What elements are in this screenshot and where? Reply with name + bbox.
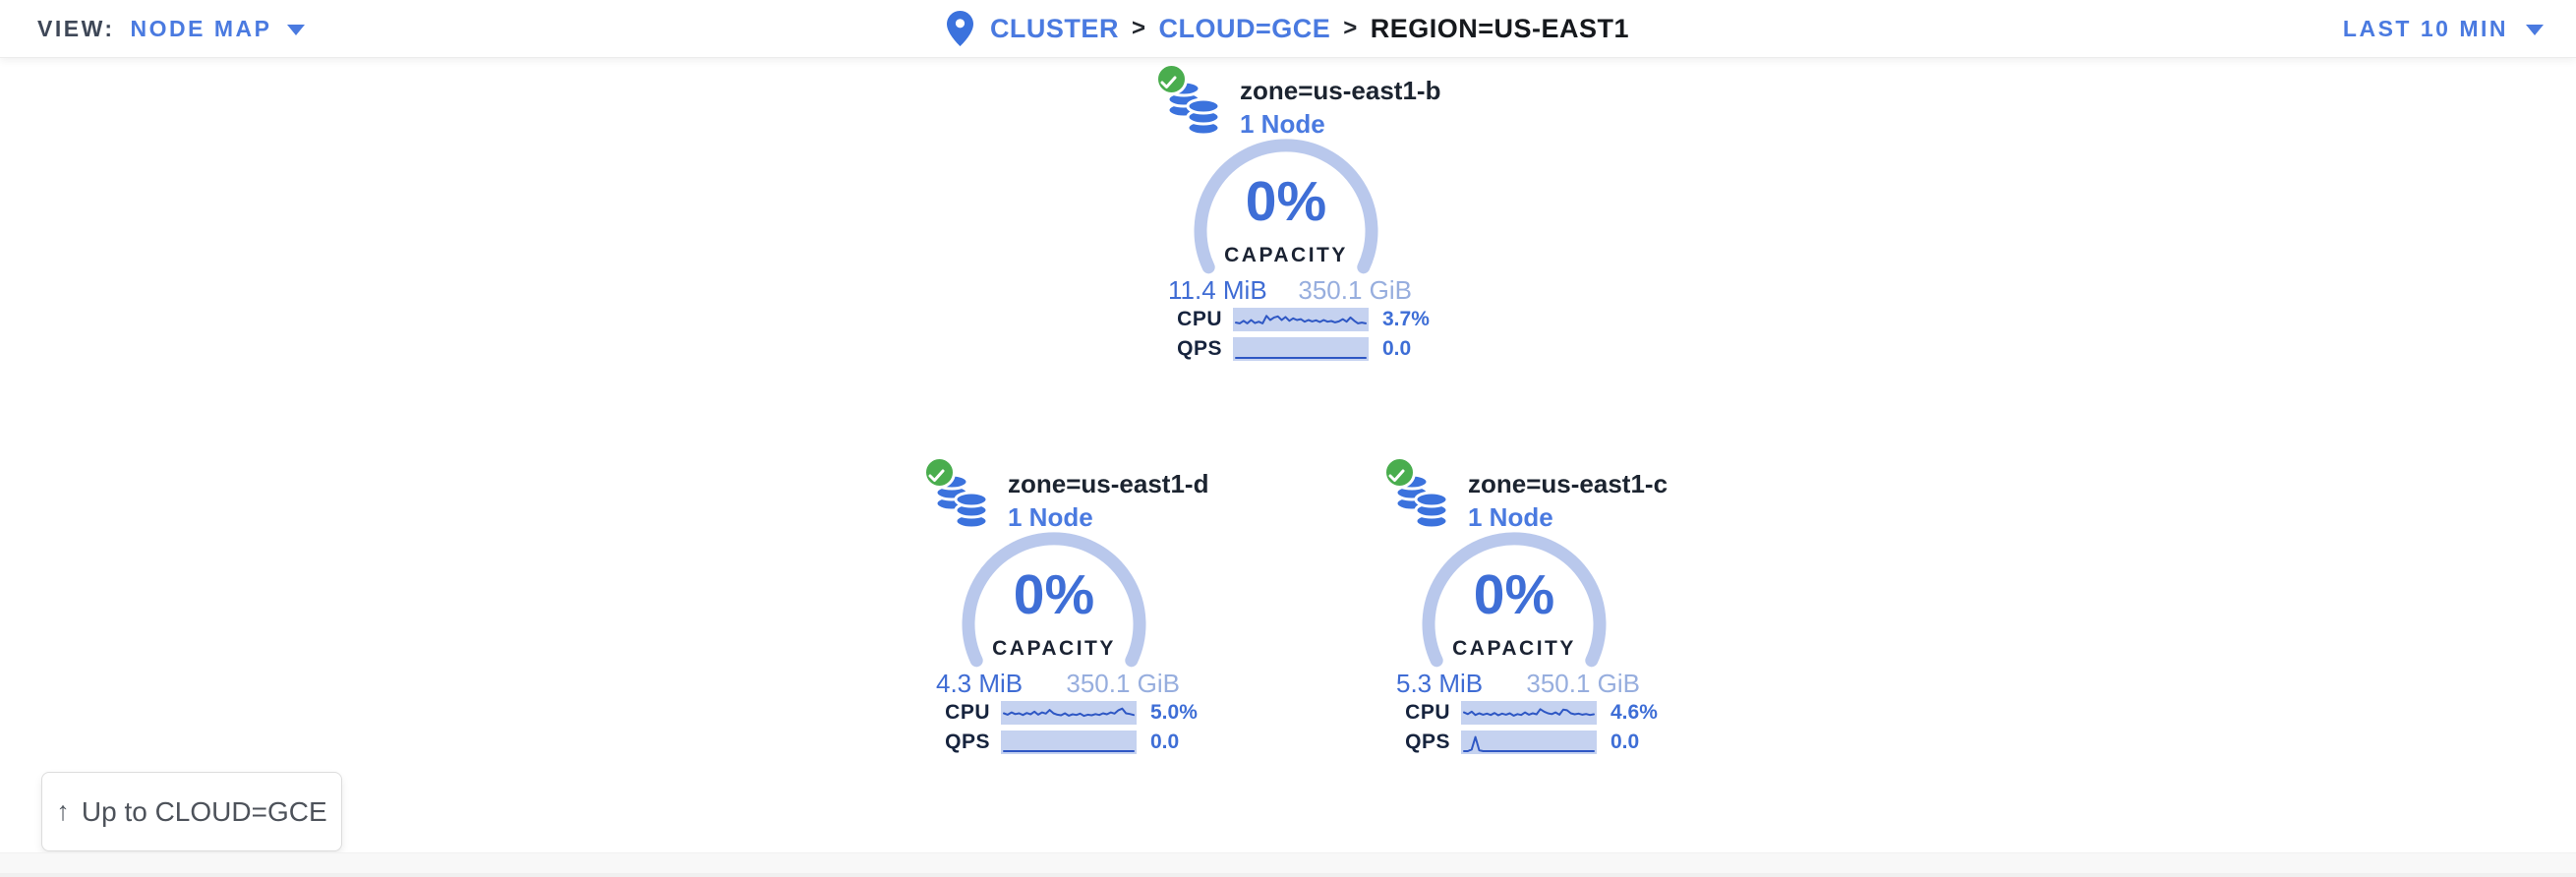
healthy-check-icon (1155, 63, 1188, 95)
zone-node-count: 1 Node (1468, 502, 1553, 532)
top-bar: VIEW: NODE MAP CLUSTER > CLOUD=GCE > REG… (0, 0, 2576, 57)
cpu-value: 3.7% (1382, 308, 1430, 330)
zone-databases-icon (1155, 63, 1226, 142)
capacity-label: CAPACITY (1224, 244, 1348, 266)
cpu-metric-row: CPU 5.0% (892, 700, 1216, 726)
qps-label: QPS (945, 731, 990, 753)
capacity-label: CAPACITY (1452, 637, 1576, 660)
zone-titles: zone=us-east1-d 1 Node (1008, 460, 1208, 535)
view-dropdown[interactable]: VIEW: NODE MAP (37, 0, 306, 57)
chevron-down-icon (287, 25, 306, 35)
zone-databases-icon (1383, 456, 1454, 535)
cpu-metric-row: CPU 4.6% (1352, 700, 1676, 726)
zone-card-us-east1-d[interactable]: zone=us-east1-d 1 Node 0% CAPACITY 4.3 M… (892, 456, 1216, 763)
cpu-metric-row: CPU 3.7% (1124, 307, 1448, 332)
map-edge-strip (0, 852, 2576, 877)
cpu-label: CPU (1177, 308, 1222, 330)
qps-value: 0.0 (1150, 731, 1180, 753)
qps-sparkline (1461, 731, 1597, 754)
capacity-range: 11.4 MiB 350.1 GiB (1168, 275, 1412, 306)
breadcrumb-cloud-link[interactable]: CLOUD=GCE (1158, 13, 1331, 43)
qps-metric-row: QPS 0.0 (1352, 730, 1676, 755)
qps-sparkline (1001, 731, 1137, 754)
capacity-total: 350.1 GiB (1066, 669, 1180, 698)
zone-card-us-east1-c[interactable]: zone=us-east1-c 1 Node 0% CAPACITY 5.3 M… (1352, 456, 1676, 763)
zone-node-count: 1 Node (1008, 502, 1093, 532)
view-label: VIEW: (37, 15, 115, 41)
breadcrumb: CLUSTER > CLOUD=GCE > REGION=US-EAST1 (0, 0, 2576, 57)
map-edge-line (0, 873, 2576, 877)
capacity-gauge: 0% CAPACITY (1188, 136, 1384, 283)
location-pin-icon (946, 11, 973, 46)
cpu-value: 5.0% (1150, 701, 1198, 724)
capacity-label: CAPACITY (992, 637, 1116, 660)
cpu-value: 4.6% (1610, 701, 1658, 724)
cpu-sparkline (1461, 701, 1597, 725)
up-to-cloud-button[interactable]: ↑ Up to CLOUD=GCE (41, 772, 342, 851)
cpu-label: CPU (945, 701, 990, 724)
capacity-gauge: 0% CAPACITY (956, 529, 1152, 676)
breadcrumb-separator: > (1343, 15, 1358, 41)
capacity-used: 5.3 MiB (1396, 669, 1484, 698)
capacity-percent: 0% (1245, 170, 1327, 233)
qps-sparkline (1233, 337, 1369, 361)
capacity-percent: 0% (1473, 563, 1555, 626)
zone-header: zone=us-east1-c 1 Node (1383, 456, 1668, 535)
view-value: NODE MAP (130, 15, 272, 41)
zone-titles: zone=us-east1-b 1 Node (1240, 67, 1440, 142)
healthy-check-icon (923, 456, 956, 489)
cpu-sparkline (1233, 308, 1369, 331)
cpu-label: CPU (1405, 701, 1450, 724)
capacity-total: 350.1 GiB (1298, 275, 1412, 305)
capacity-range: 4.3 MiB 350.1 GiB (936, 669, 1180, 699)
time-range-value: LAST 10 MIN (2342, 15, 2508, 41)
zone-node-count: 1 Node (1240, 109, 1325, 139)
capacity-range: 5.3 MiB 350.1 GiB (1396, 669, 1640, 699)
capacity-gauge: 0% CAPACITY (1416, 529, 1612, 676)
time-range-dropdown[interactable]: LAST 10 MIN (2343, 0, 2544, 57)
zone-titles: zone=us-east1-c 1 Node (1468, 460, 1668, 535)
qps-label: QPS (1405, 731, 1450, 753)
zone-header: zone=us-east1-d 1 Node (923, 456, 1208, 535)
zone-card-us-east1-b[interactable]: zone=us-east1-b 1 Node 0% CAPACITY 11.4 … (1124, 63, 1448, 370)
arrow-up-icon: ↑ (56, 796, 70, 826)
chevron-down-icon (2526, 25, 2544, 35)
capacity-used: 11.4 MiB (1168, 275, 1267, 305)
breadcrumb-cluster-link[interactable]: CLUSTER (989, 13, 1119, 43)
qps-value: 0.0 (1382, 337, 1412, 360)
qps-label: QPS (1177, 337, 1222, 360)
up-button-label: Up to CLOUD=GCE (81, 795, 327, 827)
zone-databases-icon (923, 456, 994, 535)
qps-value: 0.0 (1610, 731, 1640, 753)
cpu-sparkline (1001, 701, 1137, 725)
zone-name: zone=us-east1-d (1008, 469, 1209, 498)
qps-metric-row: QPS 0.0 (892, 730, 1216, 755)
capacity-percent: 0% (1013, 563, 1095, 626)
healthy-check-icon (1383, 456, 1416, 489)
capacity-used: 4.3 MiB (936, 669, 1024, 698)
zone-header: zone=us-east1-b 1 Node (1155, 63, 1440, 142)
zone-name: zone=us-east1-c (1468, 469, 1669, 498)
breadcrumb-separator: > (1131, 15, 1146, 41)
breadcrumb-current-region: REGION=US-EAST1 (1370, 13, 1630, 43)
qps-metric-row: QPS 0.0 (1124, 336, 1448, 362)
capacity-total: 350.1 GiB (1526, 669, 1640, 698)
zone-name: zone=us-east1-b (1240, 76, 1441, 105)
